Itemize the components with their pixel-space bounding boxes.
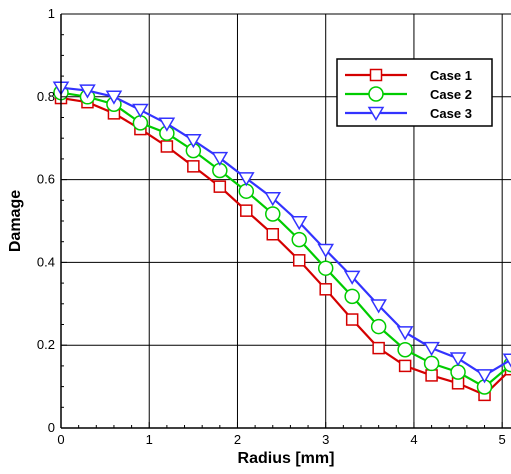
data-point	[133, 105, 147, 117]
legend-label: Case 3	[430, 106, 472, 121]
x-tick-label: 4	[410, 432, 417, 447]
data-point	[372, 320, 386, 334]
x-axis-label: Radius [mm]	[238, 450, 335, 467]
data-point	[451, 365, 465, 379]
data-point	[241, 205, 252, 216]
x-tick-label: 2	[234, 432, 241, 447]
x-tick-label: 1	[146, 432, 153, 447]
data-point	[347, 314, 358, 325]
data-point	[426, 370, 437, 381]
data-point	[161, 141, 172, 152]
series-3	[54, 82, 511, 382]
x-tick-label: 0	[57, 432, 64, 447]
series-1	[56, 93, 511, 401]
series-line	[61, 98, 511, 395]
legend: Case 1 Case 2 Case 3	[337, 59, 492, 126]
series-layer	[54, 82, 511, 400]
data-point	[451, 353, 465, 365]
y-tick-label: 1	[48, 6, 55, 21]
series-2	[54, 86, 511, 394]
data-point	[398, 327, 412, 339]
data-point	[373, 343, 384, 354]
x-tick-label: 5	[499, 432, 506, 447]
data-point	[398, 343, 412, 357]
data-point	[425, 343, 439, 355]
data-point	[320, 284, 331, 295]
data-point	[294, 255, 305, 266]
series-line	[61, 88, 511, 376]
data-point	[478, 370, 492, 382]
legend-label: Case 1	[430, 68, 472, 83]
data-point	[425, 356, 439, 370]
x-tick-label: 3	[322, 432, 329, 447]
y-tick-label: 0.8	[37, 89, 55, 104]
data-point	[188, 161, 199, 172]
y-tick-label: 0	[48, 420, 55, 435]
series-line	[61, 93, 511, 387]
legend-swatch-marker	[371, 70, 382, 81]
y-axis-label: Damage	[7, 190, 24, 252]
y-tick-label: 0.2	[37, 337, 55, 352]
data-point	[400, 360, 411, 371]
data-point	[345, 289, 359, 303]
data-point	[292, 233, 306, 247]
data-point	[214, 181, 225, 192]
data-point	[266, 207, 280, 221]
legend-swatch-marker	[369, 87, 383, 101]
legend-label: Case 2	[430, 87, 472, 102]
data-point	[319, 261, 333, 275]
y-tick-label: 0.6	[37, 172, 55, 187]
y-tick-label: 0.4	[37, 254, 55, 269]
data-point	[267, 229, 278, 240]
